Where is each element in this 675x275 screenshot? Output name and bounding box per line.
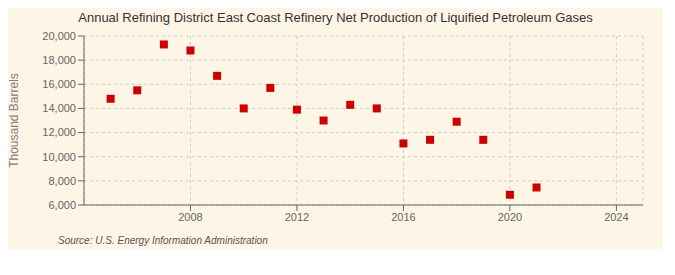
svg-text:2012: 2012 xyxy=(285,211,309,223)
html-text:Annual Refining District East: Annual Refining District East Coast Refi… xyxy=(78,10,593,25)
svg-text:14,000: 14,000 xyxy=(42,102,76,114)
svg-text:16,000: 16,000 xyxy=(42,78,76,90)
svg-text:2008: 2008 xyxy=(178,211,202,223)
svg-text:12,000: 12,000 xyxy=(42,126,76,138)
svg-text:6,000: 6,000 xyxy=(48,199,76,211)
svg-text:20,000: 20,000 xyxy=(42,30,76,42)
svg-text:2016: 2016 xyxy=(391,211,415,223)
svg-text:2024: 2024 xyxy=(604,211,628,223)
svg-text:8,000: 8,000 xyxy=(48,175,76,187)
svg-text:Thousand Barrels: Thousand Barrels xyxy=(8,73,21,168)
html-text:Source: U.S. Energy Informatio: Source: U.S. Energy Information Administ… xyxy=(58,235,268,246)
svg-text:2020: 2020 xyxy=(498,211,522,223)
svg-text:10,000: 10,000 xyxy=(42,151,76,163)
svg-text:18,000: 18,000 xyxy=(42,54,76,66)
